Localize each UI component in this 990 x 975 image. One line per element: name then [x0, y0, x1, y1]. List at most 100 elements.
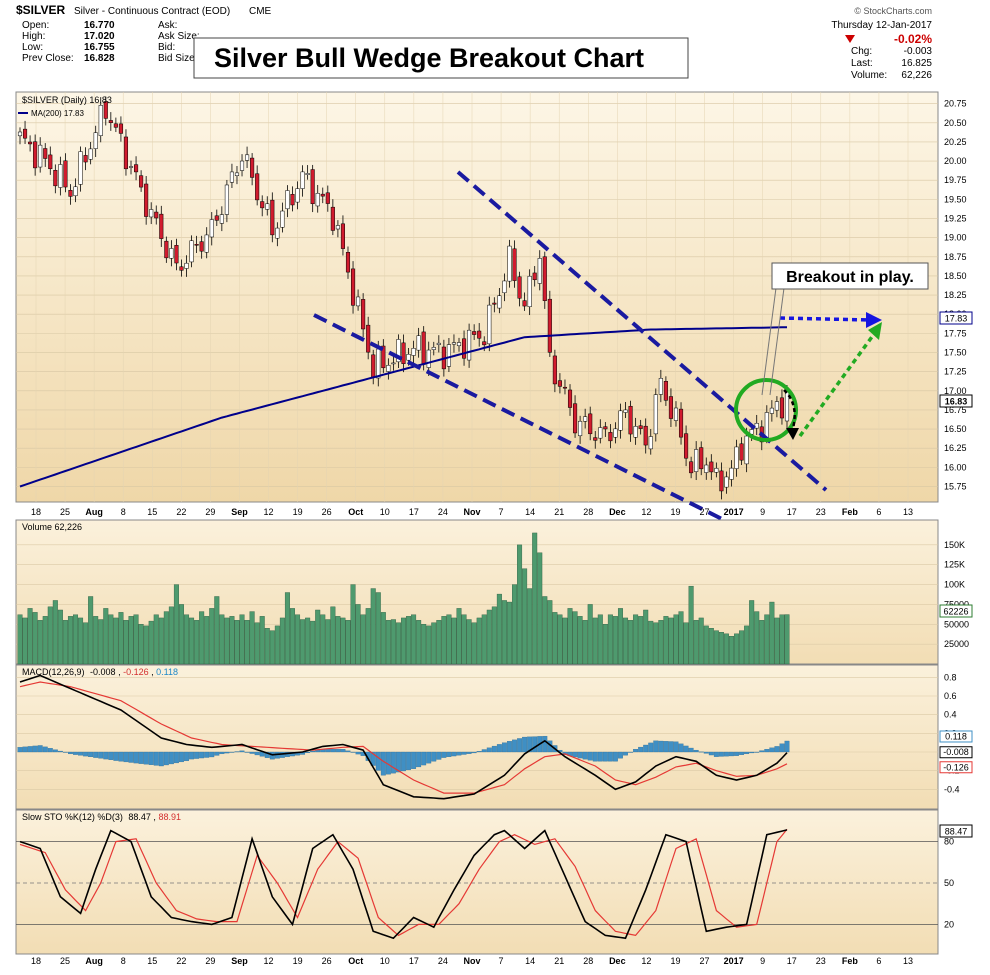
macd-hist-bar — [325, 749, 331, 753]
price-tick-label: 18.50 — [944, 271, 967, 281]
pullback-arrowhead-icon — [786, 428, 799, 440]
volume-bar — [380, 612, 386, 665]
date-tick-label: 6 — [876, 507, 881, 517]
candle-body — [734, 446, 739, 469]
exchange: CME — [249, 6, 272, 17]
macd-hist-bar — [633, 749, 639, 753]
macd-hist-bar — [436, 751, 442, 760]
candle-body — [613, 428, 618, 438]
date-tick-label: 23 — [816, 956, 826, 966]
macd-hist-bar — [668, 741, 674, 753]
volume-bar — [602, 624, 608, 665]
candle-body — [48, 154, 53, 170]
candle-body — [17, 131, 23, 137]
volume-bar — [441, 616, 447, 665]
candle-body — [174, 245, 179, 264]
macd-hist-bar — [62, 751, 68, 753]
macd-hist-bar — [194, 751, 200, 759]
volume-bar — [517, 544, 523, 665]
macd-hist-bar — [199, 751, 205, 759]
volume-bar — [385, 620, 391, 665]
date-tick-label: Oct — [348, 507, 363, 517]
candle-body — [699, 447, 704, 470]
price-tick-label: 17.25 — [944, 367, 967, 377]
price-axis: 15.75 16.00 16.25 16.50 16.75 17.00 17.25 17.50… — [944, 99, 967, 492]
date-tick-label: 8 — [121, 507, 126, 517]
candle-body — [482, 341, 487, 346]
volume-bar — [476, 617, 482, 665]
candle-body — [265, 203, 270, 210]
volume-badge — [939, 604, 973, 618]
volume-bar — [567, 608, 573, 665]
breakout-circle — [734, 378, 798, 442]
volume-bar — [501, 600, 507, 665]
volume-bar — [416, 620, 422, 665]
volume-bar — [108, 614, 114, 665]
candle-body — [608, 432, 613, 442]
candle-body — [371, 354, 376, 379]
macd-tick-label: -0.4 — [944, 784, 960, 794]
price-tick-label: 16.25 — [944, 443, 967, 453]
price-panel: 15.75 16.00 16.25 16.50 16.75 17.00 17.25 17.50… — [15, 37, 973, 533]
candle-body — [350, 268, 356, 306]
price-tick-label: 19.75 — [944, 175, 967, 185]
sto-legend-k: 88.47 — [128, 812, 151, 822]
candle-body — [169, 248, 174, 259]
date-tick-label: 14 — [525, 956, 535, 966]
price-tick-label: 20.00 — [944, 156, 967, 166]
candle-body — [406, 353, 411, 361]
volume-bar — [678, 611, 684, 665]
volume-bar — [310, 620, 316, 665]
candle-body — [416, 335, 421, 351]
macd-panel-background — [15, 664, 939, 810]
candle-body — [578, 420, 583, 437]
date-tick-label: 15 — [147, 507, 157, 517]
volume-bar — [471, 622, 477, 665]
volume-bar — [633, 614, 639, 665]
candle-body — [194, 244, 199, 246]
candle-body — [118, 123, 123, 134]
macd-hist-bar — [723, 751, 729, 757]
macd-hist-bar — [602, 751, 608, 762]
quote-label: Prev Close: — [22, 53, 74, 64]
candle-body — [159, 213, 164, 239]
macd-hist-bar — [421, 751, 427, 766]
candle-body — [366, 324, 371, 353]
macd-hist-bar — [532, 736, 538, 753]
macd-hist-bar — [128, 751, 134, 763]
volume-bar — [411, 614, 417, 665]
volume-legend: Volume 62,226 — [22, 522, 82, 532]
macd-hist-bar — [729, 751, 734, 757]
volume-bar — [163, 611, 169, 665]
price-badge — [939, 394, 973, 408]
macd-hist-bar — [648, 742, 654, 753]
macd-hist-bar — [739, 751, 745, 755]
quote-label: Bid: — [158, 42, 175, 53]
macd-hist-bar — [713, 751, 719, 757]
volume-bar — [577, 616, 583, 665]
candle-body — [623, 409, 628, 413]
candle-body — [345, 252, 351, 273]
candle-body — [421, 331, 426, 365]
volume-bar — [491, 606, 497, 665]
volume-bar — [194, 620, 200, 665]
ma-badge-text: 17.83 — [945, 314, 968, 324]
date-tick-label: 24 — [438, 507, 448, 517]
volume-bar — [370, 588, 376, 665]
volume-bar — [189, 617, 195, 665]
macd-hist-bar — [597, 751, 603, 762]
macd-legend: MACD(12,26,9) -0.008 , -0.126 , 0.118 — [22, 667, 178, 677]
volume-bar — [754, 611, 760, 665]
title-box — [193, 37, 689, 79]
macd-hist-bar — [406, 751, 411, 771]
date-tick-label: 14 — [525, 507, 535, 517]
candle-body — [502, 280, 507, 294]
candle-body — [305, 173, 310, 175]
macd-hist-bar — [587, 751, 593, 761]
volume-bar — [123, 620, 129, 665]
candle-body — [285, 190, 290, 210]
macd-hist-bar — [214, 751, 220, 756]
volume-bar — [759, 620, 765, 665]
macd-hist-bar — [234, 751, 240, 753]
pullback-arrow — [783, 389, 796, 433]
